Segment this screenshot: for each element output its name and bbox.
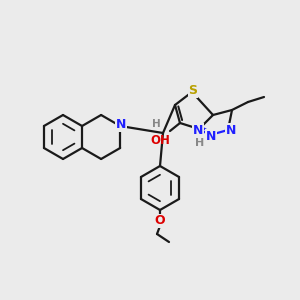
- Text: OH: OH: [150, 134, 170, 146]
- Text: O: O: [155, 214, 165, 227]
- Text: N: N: [193, 124, 203, 136]
- Text: S: S: [188, 85, 197, 98]
- Text: H: H: [152, 119, 160, 129]
- Text: N: N: [206, 130, 216, 142]
- Text: H: H: [195, 138, 205, 148]
- Text: N: N: [116, 118, 126, 131]
- Text: N: N: [226, 124, 236, 136]
